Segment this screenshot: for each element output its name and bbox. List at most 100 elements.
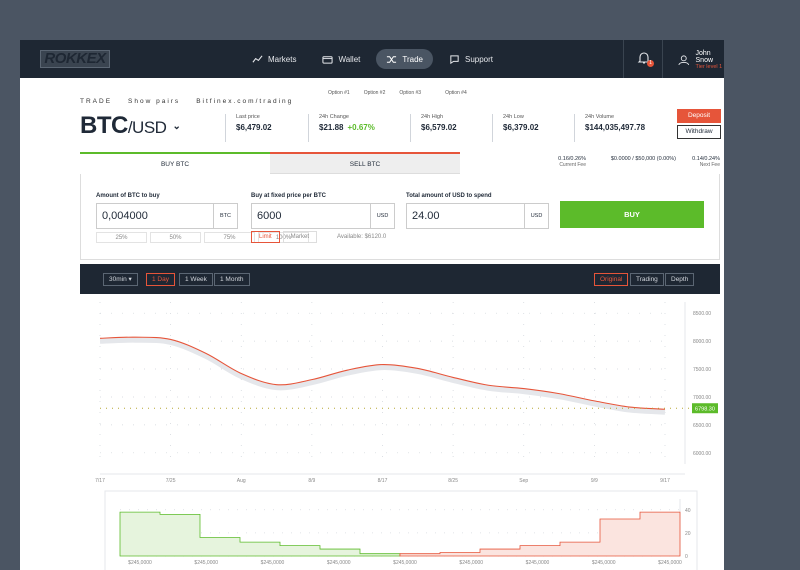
market-button[interactable]: Market: [282, 231, 318, 243]
app-window: ROKKEX Markets Wallet Trade Support 1: [20, 40, 724, 570]
view-trading[interactable]: Trading: [630, 273, 664, 286]
stat-value: $144,035,497.78: [585, 123, 646, 132]
user-menu[interactable]: John Snow Tier level 1 ⌄: [678, 50, 724, 70]
y-tick-label: 6500.00: [693, 423, 711, 429]
view-original[interactable]: Original: [594, 273, 629, 286]
notifications-button[interactable]: 1: [623, 40, 663, 78]
option-4[interactable]: Option #4: [445, 90, 467, 96]
tab-sell[interactable]: SELL BTC: [270, 152, 460, 174]
fee-progress: $0.0000 / $50,000 (0.00%): [590, 156, 676, 162]
wallet-icon: [322, 55, 334, 64]
y-tick-label: 7500.00: [693, 367, 711, 373]
stat-label: Last price: [236, 114, 260, 120]
pair-selector[interactable]: BTC/USD ⌄: [80, 112, 181, 140]
user-tier: Tier level 1: [695, 64, 723, 70]
amount-field-group: Amount of BTC to buy 0,004000 BTC: [96, 193, 238, 229]
y-tick-label: 6000.00: [693, 451, 711, 457]
trade-tabs: BUY BTC SELL BTC: [80, 152, 460, 174]
fee-label: Next Fee: [699, 162, 720, 168]
total-input[interactable]: 24.00: [412, 210, 440, 222]
depth-y-tick-label: 20: [685, 531, 691, 537]
range-1-month[interactable]: 1 Month: [214, 273, 250, 286]
y-tick-label: 8000.00: [693, 339, 711, 345]
stat-value: $21.88 +0.67%: [319, 123, 375, 132]
price-input[interactable]: 6000: [257, 210, 282, 222]
x-tick-label: 7/25: [166, 478, 176, 484]
stat-24h-low: 24h Low $6,379.02: [492, 114, 539, 142]
main-menu: Markets Wallet Trade Support: [242, 49, 503, 69]
pair-quote: /USD: [127, 118, 167, 137]
chevron-down-icon: ▾: [128, 276, 132, 283]
fee-value: 0.14/0.24%: [692, 156, 720, 162]
view-depth[interactable]: Depth: [665, 273, 695, 286]
depth-chart-frame: [104, 490, 698, 570]
logo[interactable]: ROKKEX: [40, 50, 110, 68]
price-input-box: 6000 USD: [251, 203, 395, 229]
limit-button[interactable]: Limit: [251, 231, 280, 243]
buy-button[interactable]: BUY: [560, 201, 704, 228]
amount-unit: BTC: [213, 204, 237, 228]
deposit-button[interactable]: Deposit: [677, 109, 721, 123]
range-1-week[interactable]: 1 Week: [179, 273, 213, 286]
option-1[interactable]: Option #1: [328, 90, 350, 96]
user-name: John Snow: [695, 50, 714, 64]
change-percent: +0.67%: [347, 123, 375, 132]
current-price-label: 6798.30: [695, 407, 715, 413]
available-balance: Available: $6120.0: [337, 234, 387, 240]
total-input-box: 24.00 USD: [406, 203, 549, 229]
chat-icon: [450, 54, 459, 64]
percent-25-button[interactable]: 25%: [96, 232, 147, 243]
interval-value: 30min: [109, 276, 127, 283]
pair-base: BTC: [80, 112, 128, 139]
breadcrumb-show-pairs[interactable]: Show pairs: [128, 98, 181, 105]
nav-wallet-label: Wallet: [338, 54, 361, 64]
x-tick-label: 9/17: [660, 478, 670, 484]
nav-markets-label: Markets: [268, 54, 297, 64]
fee-label: Current Fee: [559, 162, 586, 168]
option-2[interactable]: Option #2: [363, 90, 386, 96]
total-unit: USD: [524, 204, 548, 228]
change-amount: $21.88: [319, 123, 344, 132]
nav-wallet[interactable]: Wallet: [312, 49, 370, 69]
current-fee: 0.16/0.26% Current Fee: [540, 156, 586, 168]
bids-area: [119, 511, 401, 557]
breadcrumb: TRADE Show pairs Bitfinex.com/trading: [80, 98, 293, 105]
amount-label: Amount of BTC to buy: [96, 193, 160, 199]
next-fee: 0.14/0.24% Next Fee: [680, 156, 720, 168]
range-1-day[interactable]: 1 Day: [146, 273, 175, 286]
price-line-shadow: [99, 337, 666, 415]
option-3[interactable]: Option #3: [399, 90, 422, 96]
price-label: Buy at fixed price per BTC: [251, 193, 327, 199]
total-field-group: Total amount of USD to spend 24.00 USD: [406, 193, 549, 229]
y-tick-label: 7000.00: [693, 395, 711, 401]
depth-x-tick-label: $245,0000: [128, 560, 152, 566]
nav-support-label: Support: [465, 54, 494, 64]
nav-trade-label: Trade: [402, 54, 423, 64]
withdraw-button[interactable]: Withdraw: [677, 125, 721, 139]
trade-form-panel: [80, 174, 720, 260]
stat-label: 24h Volume: [585, 114, 615, 120]
breadcrumb-source[interactable]: Bitfinex.com/trading: [196, 98, 294, 105]
percent-75-button[interactable]: 75%: [204, 232, 255, 243]
nav-support[interactable]: Support: [439, 49, 503, 69]
percent-50-button[interactable]: 50%: [150, 232, 201, 243]
depth-y-tick-label: 40: [685, 508, 691, 514]
nav-trade[interactable]: Trade: [376, 49, 433, 69]
amount-input[interactable]: 0,004000: [102, 210, 148, 222]
interval-select[interactable]: 30min ▾: [103, 273, 138, 286]
depth-x-tick-label: $245,0000: [327, 560, 351, 566]
depth-x-tick-label: $245,0000: [526, 560, 550, 566]
y-tick-label: 8500.00: [693, 311, 711, 317]
stat-value: $6,479.02: [236, 123, 272, 132]
depth-y-tick-label: 0: [685, 554, 688, 560]
nav-markets[interactable]: Markets: [242, 49, 306, 69]
stat-label: 24h Change: [319, 114, 349, 120]
tab-buy[interactable]: BUY BTC: [80, 152, 270, 174]
x-tick-label: 8/17: [378, 478, 388, 484]
chart-toolbar: [80, 264, 720, 294]
depth-x-tick-label: $245,0000: [393, 560, 417, 566]
depth-x-tick-label: $245,0000: [261, 560, 285, 566]
fee-progress-value: $0.0000 / $50,000 (0.00%): [610, 156, 676, 162]
depth-x-tick-label: $245,0000: [194, 560, 218, 566]
order-type-toggle: Limit Market: [251, 231, 318, 243]
